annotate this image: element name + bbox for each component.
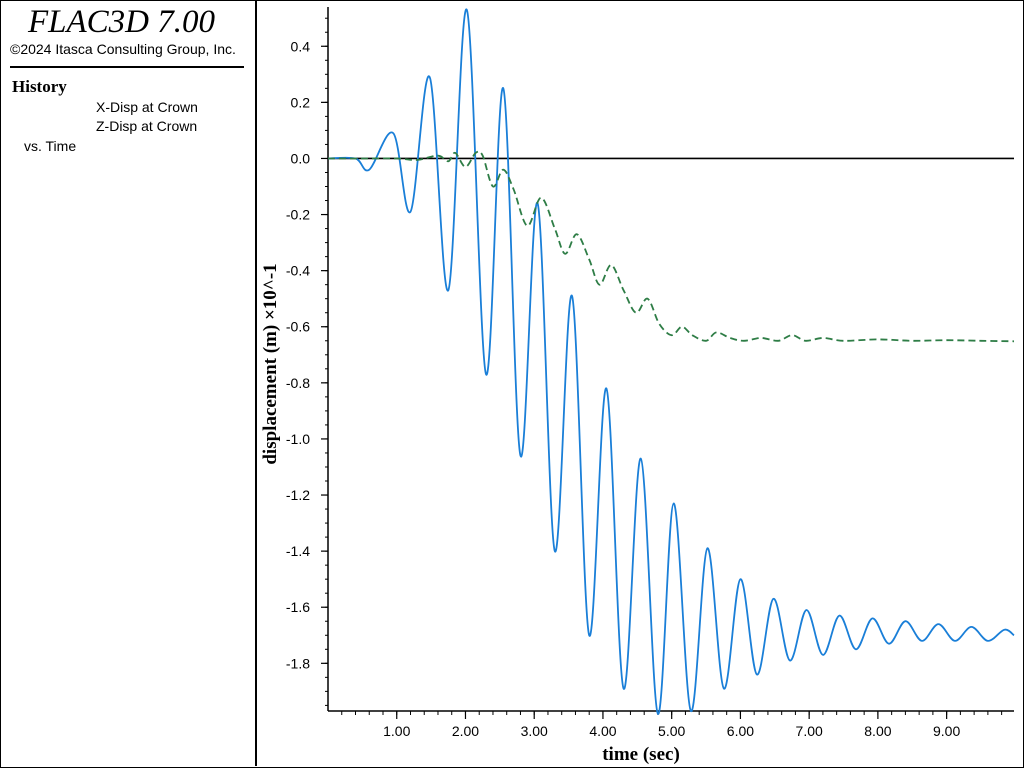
app-title: FLAC3D 7.00: [28, 4, 216, 40]
vs-time-label: vs. Time: [24, 138, 77, 154]
y-tick-label: -1.4: [286, 543, 310, 559]
y-tick-label: -0.8: [286, 375, 310, 391]
x-tick-label: 4.00: [589, 723, 616, 739]
legend-label-z-disp: Z-Disp at Crown: [96, 118, 198, 134]
y-tick-label: -0.2: [286, 207, 310, 223]
y-tick-label: 0.2: [291, 94, 311, 110]
copyright-notice: ©2024 Itasca Consulting Group, Inc.: [10, 41, 236, 57]
legend-label-x-disp: X-Disp at Crown: [96, 99, 198, 115]
series-line-x-disp: [327, 8, 1015, 715]
x-tick-label: 2.00: [452, 723, 479, 739]
y-tick-label: -1.8: [286, 655, 310, 671]
legend-panel: FLAC3D 7.00 ©2024 Itasca Consulting Grou…: [0, 0, 257, 766]
x-tick-label: 3.00: [521, 723, 548, 739]
y-axis-title: displacement (m) ×10^-1: [260, 263, 281, 464]
series-layer: [327, 8, 1015, 715]
x-tick-label: 1.00: [383, 723, 410, 739]
x-tick-label: 5.00: [658, 723, 685, 739]
header-divider: [10, 66, 244, 68]
x-axis-title: time (sec): [602, 744, 680, 765]
y-tick-label: -1.2: [286, 487, 310, 503]
y-tick-label: 0.0: [291, 150, 311, 166]
y-tick-label: -0.4: [286, 263, 310, 279]
y-tick-label: -0.6: [286, 319, 310, 335]
history-heading: History: [12, 77, 67, 96]
history-chart: -1.8 -1.6 -1.4 -1.2 -1.0 -0.8 -0.6 -0.4 -0.2 0.0 0…: [260, 7, 1015, 765]
y-tick-label: -1.0: [286, 431, 310, 447]
axes: -1.8 -1.6 -1.4 -1.2 -1.0 -0.8 -0.6 -0.4 -0.2 0.0 0…: [286, 7, 1014, 739]
x-tick-label: 9.00: [933, 723, 960, 739]
x-tick-label: 6.00: [727, 723, 754, 739]
x-tick-label: 7.00: [796, 723, 823, 739]
y-tick-label: -1.6: [286, 599, 310, 615]
x-tick-label: 8.00: [864, 723, 891, 739]
series-line-z-disp: [328, 150, 1015, 343]
y-tick-label: 0.4: [291, 38, 311, 54]
